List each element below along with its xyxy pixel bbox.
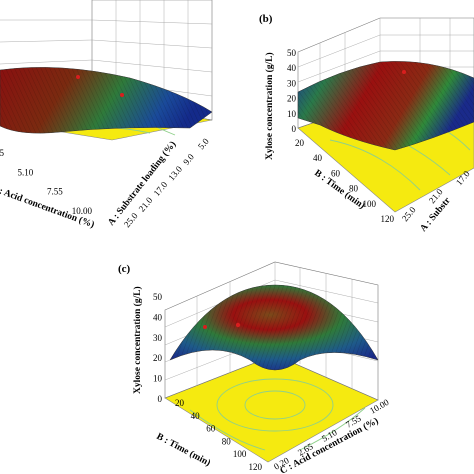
panel-c-letter: (c): [118, 263, 131, 275]
panel-c-x-tick: 100: [233, 449, 247, 459]
panel-c-x-tick: 20: [175, 398, 185, 408]
panel-b-z-tick: 30: [287, 78, 297, 88]
panel-a-x-tick: 9.0: [181, 151, 196, 166]
panel-c-x-label: B : Time (min): [155, 431, 213, 469]
panel-b-z-tick: 50: [287, 48, 297, 58]
panel-c-z-ticks: 50 40 30 20 10 0: [153, 292, 163, 404]
panel-a-x-tick: 13.0: [166, 164, 184, 183]
panel-c: (c): [118, 261, 391, 474]
panel-a-back-wall: [91, 0, 213, 121]
panel-b-z-ticks: 50 40 30 20 10 0: [287, 48, 297, 134]
panel-a-y-tick: 7.55: [47, 187, 63, 197]
panel-c-z-tick: 10: [153, 374, 163, 384]
panel-c-z-tick: 30: [153, 333, 163, 343]
panel-a-design-point: [120, 93, 124, 97]
panel-c-floor-contours: [189, 378, 366, 451]
panel-b-x-tick: 20: [295, 138, 305, 148]
panel-b-z-tick: 20: [287, 94, 297, 104]
panel-a-x-tick: 21.0: [137, 195, 155, 214]
panel-c-design-point: [235, 322, 241, 328]
panel-a-design-point: [76, 75, 80, 79]
panel-c-surface-contours: [170, 285, 378, 370]
panel-a-x-tick: 17.0: [151, 179, 169, 198]
panel-c-z-label: Xylose concentration (g/L): [132, 286, 143, 394]
panel-a-y-tick: 2.65: [0, 148, 5, 158]
panel-c-z-tick: 0: [158, 394, 163, 404]
panel-b-x-tick: 120: [381, 214, 395, 224]
panel-c-x-tick: 40: [191, 411, 201, 421]
panel-c-z-tick: 20: [153, 353, 163, 363]
panel-a-x-tick: 5.0: [196, 136, 211, 151]
panel-b-x-tick: 60: [331, 168, 341, 178]
panel-b-x-tick: 40: [313, 153, 323, 163]
panel-b-z-tick: 40: [287, 63, 297, 73]
panel-a-x-label: A : Substrate loading (%): [106, 139, 179, 228]
panel-b-x-tick: 80: [349, 184, 359, 194]
panel-b-design-point: [366, 60, 370, 64]
panel-c-x-tick: 60: [206, 424, 216, 434]
panel-b-surface-contours: [298, 61, 474, 151]
panel-a-surface-contours: [0, 67, 212, 134]
panel-a: 25.021.017.013.09.05.0 10.007.555.102.65…: [0, 0, 213, 230]
panel-b: (b): [259, 13, 474, 234]
panel-b-design-point: [402, 70, 406, 74]
panel-a-y-tick: 10.00: [72, 206, 93, 216]
panel-c-z-tick: 50: [153, 292, 163, 302]
panel-a-y-tick: 5.10: [18, 167, 34, 177]
panel-b-x-ticks: 120 100 80 60 40 20: [295, 138, 395, 224]
panel-c-z-tick: 40: [153, 312, 163, 322]
panel-b-x-tick: 100: [363, 199, 377, 209]
panel-c-design-point: [203, 325, 207, 329]
panel-b-z-tick: 10: [287, 109, 297, 119]
panel-c-x-tick: 120: [249, 462, 263, 472]
panel-b-letter: (b): [259, 13, 273, 25]
panel-a-y-ticks: 10.00 7.55 5.10 2.65: [0, 148, 93, 216]
panel-b-z-label: Xylose concentration (g/L): [264, 52, 275, 160]
panel-c-x-tick: 80: [222, 436, 232, 446]
panel-b-z-tick: 0: [292, 124, 297, 134]
